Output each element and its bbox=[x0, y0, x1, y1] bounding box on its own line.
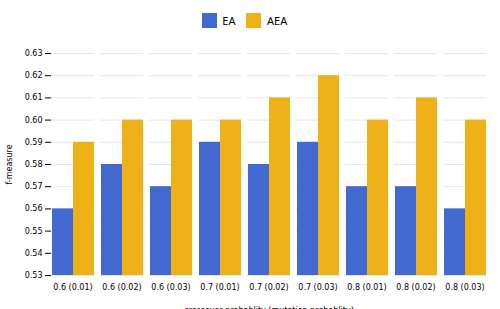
svg-text:0.63: 0.63 bbox=[25, 49, 43, 58]
svg-text:0.62: 0.62 bbox=[25, 71, 43, 80]
svg-text:0.8 (0.03): 0.8 (0.03) bbox=[445, 283, 484, 292]
svg-text:0.53: 0.53 bbox=[25, 271, 43, 280]
svg-text:crossover probablity (mutation: crossover probablity (mutation probablit… bbox=[184, 305, 354, 309]
svg-text:0.60: 0.60 bbox=[25, 115, 43, 124]
svg-text:0.56: 0.56 bbox=[25, 204, 43, 213]
svg-text:0.55: 0.55 bbox=[25, 226, 43, 235]
svg-text:0.59: 0.59 bbox=[25, 137, 43, 146]
html-text:EA: EA bbox=[222, 13, 236, 28]
svg-text:0.7 (0.03): 0.7 (0.03) bbox=[298, 283, 337, 292]
html-text:AEA: AEA bbox=[267, 13, 288, 28]
svg-text:0.57: 0.57 bbox=[25, 182, 43, 191]
svg-text:0.58: 0.58 bbox=[25, 160, 43, 169]
svg-text:0.54: 0.54 bbox=[25, 248, 43, 257]
svg-text:0.8 (0.01): 0.8 (0.01) bbox=[347, 283, 386, 292]
svg-text:0.6 (0.02): 0.6 (0.02) bbox=[102, 283, 141, 292]
svg-text:0.6 (0.01): 0.6 (0.01) bbox=[53, 283, 92, 292]
svg-text:0.61: 0.61 bbox=[25, 93, 43, 102]
svg-text:0.6 (0.03): 0.6 (0.03) bbox=[151, 283, 190, 292]
svg-text:0.7 (0.01): 0.7 (0.01) bbox=[200, 283, 239, 292]
svg-text:0.7 (0.02): 0.7 (0.02) bbox=[249, 283, 288, 292]
svg-text:f-measure: f-measure bbox=[5, 144, 14, 184]
svg-text:0.8 (0.02): 0.8 (0.02) bbox=[396, 283, 435, 292]
